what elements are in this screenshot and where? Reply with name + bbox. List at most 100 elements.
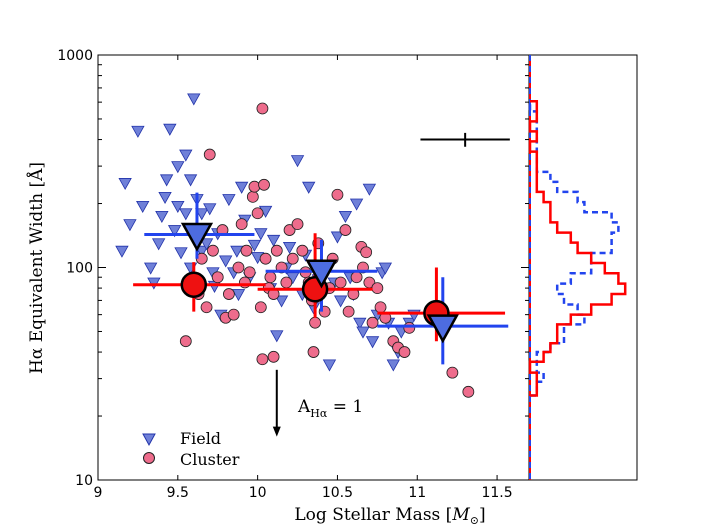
x-tick-label: 10.5	[322, 485, 353, 501]
cluster-point	[211, 271, 224, 284]
extinction-annotation: AHα = 1	[297, 397, 363, 420]
cluster-histogram	[528, 99, 627, 397]
cluster-point	[342, 305, 355, 318]
field-point	[333, 295, 348, 308]
y-axis-title: Hα Equivalent Width [Å]	[26, 162, 47, 374]
extinction-arrow-head	[272, 426, 281, 437]
y-tick-label: 10	[75, 473, 93, 489]
field-point	[338, 210, 353, 223]
cluster-point	[462, 385, 475, 398]
y-tick-label: 100	[66, 261, 93, 277]
ticks-layer: 9 9.5 10 10.5 11 11.5 10 100 1000	[57, 48, 529, 501]
cluster-point	[296, 244, 309, 257]
cluster-point	[339, 224, 352, 236]
cluster-point	[256, 353, 269, 366]
field-point	[330, 231, 345, 244]
field-point	[171, 200, 185, 213]
annotation-layer	[272, 132, 510, 437]
field-point	[195, 245, 209, 258]
cluster-point	[251, 207, 264, 220]
y-tick-label: 1000	[57, 48, 93, 64]
cluster-point	[240, 244, 253, 257]
field-point	[362, 183, 377, 196]
field-point	[187, 93, 201, 106]
field-point	[118, 178, 132, 191]
legend-cluster-label: Cluster	[180, 450, 240, 469]
field-point	[171, 161, 185, 174]
field-point	[199, 238, 214, 251]
x-tick-label: 9	[94, 485, 103, 501]
field-point	[219, 255, 233, 268]
field-point	[183, 174, 198, 187]
field-point	[302, 181, 316, 194]
field-point	[349, 198, 364, 211]
field-point	[151, 238, 166, 251]
x-tick-label: 11	[408, 485, 426, 501]
x-tick-label: 9.5	[167, 485, 189, 501]
field-point	[195, 208, 209, 221]
field-point	[254, 228, 268, 241]
cluster-point	[286, 252, 299, 265]
histogram-panel-frame	[528, 54, 638, 481]
cluster-point	[267, 350, 280, 363]
cluster-point	[350, 271, 363, 284]
field-point	[174, 247, 188, 260]
cluster-point	[227, 308, 240, 321]
field-point	[163, 123, 177, 136]
cluster-point	[264, 271, 277, 284]
cluster-point	[243, 266, 256, 279]
legend-cluster-marker	[143, 452, 155, 464]
legend: Field Cluster	[142, 429, 240, 469]
scatter-layer	[115, 93, 475, 398]
field-point	[136, 200, 150, 213]
field-mean-marker	[180, 222, 214, 252]
cluster-point	[258, 178, 270, 191]
cluster-point	[398, 346, 411, 358]
legend-field-marker	[142, 433, 156, 447]
field-point	[222, 194, 236, 207]
cluster-point	[256, 102, 269, 115]
field-mean-marker	[426, 314, 459, 344]
cluster-point	[222, 288, 235, 300]
cluster-point	[235, 218, 248, 231]
cluster-point	[309, 316, 321, 329]
cluster-point	[238, 276, 251, 289]
histogram-layer	[528, 55, 627, 480]
field-point	[179, 149, 193, 162]
cluster-point	[331, 188, 344, 201]
field-mean-marker	[305, 259, 338, 289]
field-point	[266, 234, 281, 247]
field-point	[274, 295, 289, 308]
field-point	[203, 203, 217, 216]
cluster-point	[403, 321, 416, 334]
cluster-point	[259, 252, 272, 265]
field-point	[131, 125, 145, 138]
cluster-point	[280, 276, 293, 289]
field-point	[115, 245, 129, 258]
cluster-point	[371, 282, 384, 294]
field-point	[234, 181, 249, 194]
legend-field-label: Field	[180, 429, 221, 448]
cluster-point	[334, 276, 347, 289]
field-point	[179, 208, 193, 221]
field-point	[378, 262, 393, 275]
field-point	[282, 242, 297, 255]
cluster-point	[246, 190, 259, 203]
field-point	[167, 225, 182, 238]
cluster-point	[207, 244, 219, 257]
cluster-point	[179, 335, 192, 348]
x-tick-label: 10	[249, 485, 267, 501]
field-point	[230, 245, 244, 258]
cluster-point	[307, 346, 320, 358]
binned-means-layer	[133, 192, 509, 365]
cluster-point	[254, 301, 267, 314]
field-point	[290, 155, 305, 168]
field-point	[322, 359, 337, 372]
field-point	[356, 326, 370, 339]
field-point	[123, 219, 137, 232]
cluster-point	[270, 244, 283, 257]
field-point	[158, 191, 172, 204]
x-tick-label: 11.5	[481, 485, 512, 501]
cluster-point	[446, 366, 459, 379]
